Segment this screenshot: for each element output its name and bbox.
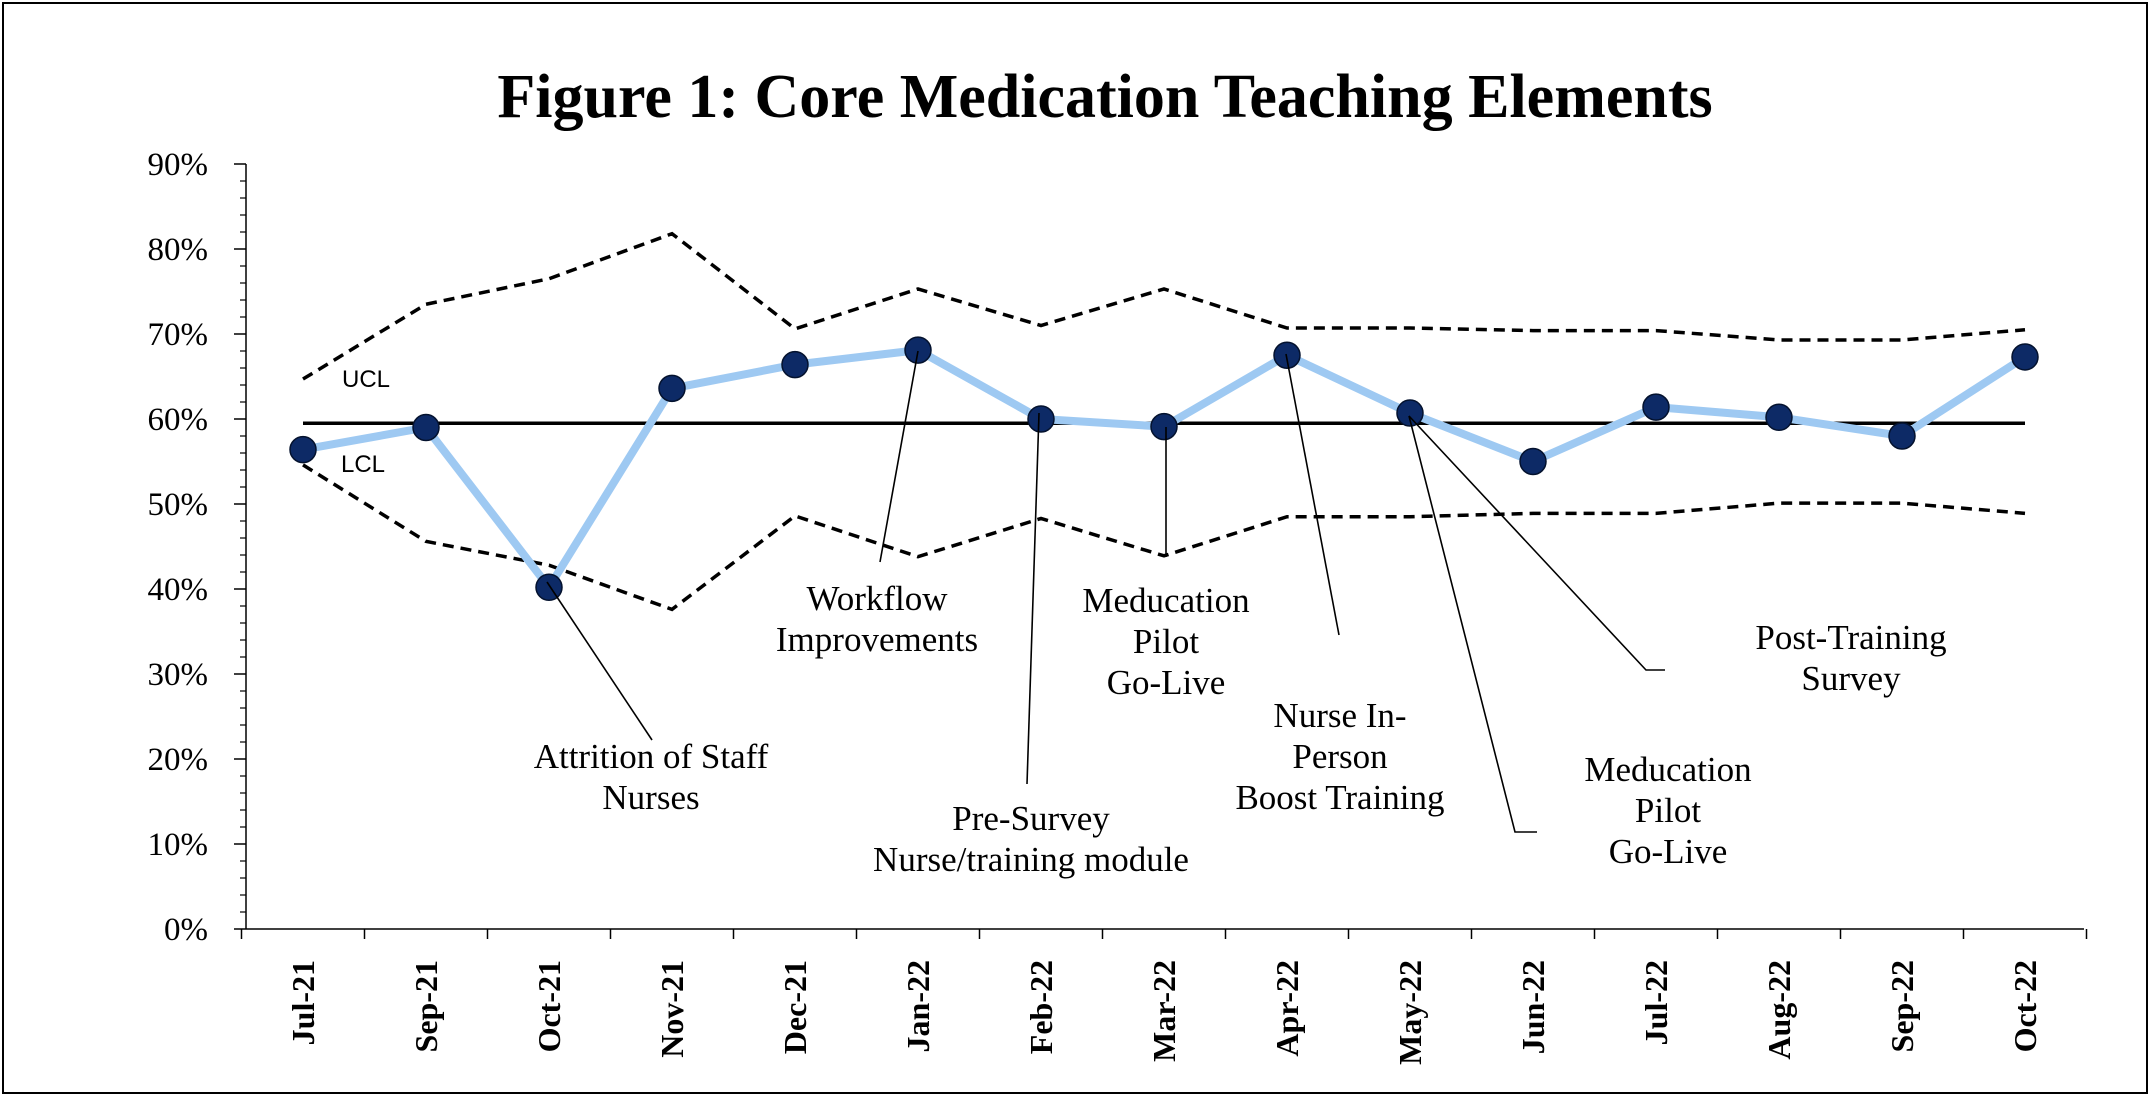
annotation-leader-line: [1408, 415, 1665, 671]
annotation-leader-line: [546, 581, 653, 741]
ucl-label: UCL: [342, 366, 390, 393]
data-point: [412, 413, 440, 442]
control-limit-line: [302, 231, 2026, 381]
y-tick-label: 40%: [148, 572, 209, 608]
annotation-text: Meducation Pilot Go-Live: [1082, 581, 1249, 702]
annotation-line: Nurses: [602, 778, 699, 817]
annotation-leader-line: [879, 350, 919, 563]
data-point: [781, 350, 809, 379]
y-tick-label: 0%: [164, 912, 208, 948]
y-tick-label: 60%: [148, 402, 209, 438]
y-tick-label: 90%: [148, 147, 209, 183]
y-tick-label: 50%: [148, 487, 209, 523]
annotation-line: Go-Live: [1107, 663, 1226, 702]
x-tick-label: Mar-22: [1146, 960, 1182, 1062]
series-main: [289, 336, 2039, 602]
annotation-line: Person: [1292, 737, 1387, 776]
data-point: [1765, 403, 1793, 432]
x-tick-label: Oct-22: [2007, 960, 2043, 1052]
y-tick-label: 10%: [148, 827, 209, 863]
y-tick-label: 80%: [148, 232, 209, 268]
annotation-line: Boost Training: [1235, 778, 1444, 817]
data-point: [2011, 343, 2039, 371]
annotation-text: Pre-Survey Nurse/training module: [873, 799, 1189, 879]
data-point: [904, 336, 932, 364]
annotation-line: Pilot: [1133, 622, 1199, 661]
data-point: [658, 374, 686, 403]
y-tick-label: 20%: [148, 742, 209, 778]
data-point: [1642, 393, 1670, 421]
annotation-line: Meducation: [1082, 581, 1249, 620]
annotation-line: Nurse In-: [1273, 696, 1406, 735]
annotation-text: Attrition of Staff Nurses: [534, 737, 769, 817]
annotation-leader-line: [1408, 415, 1537, 833]
annotation-line: Survey: [1801, 659, 1901, 698]
x-tick-label: May-22: [1392, 960, 1428, 1065]
annotation-line: Pre-Survey: [952, 799, 1110, 838]
annotation-line: Nurse/training module: [873, 840, 1189, 879]
data-point: [1396, 399, 1424, 427]
control-limit-line: [302, 463, 2026, 612]
x-tick-label: Dec-21: [777, 960, 813, 1054]
annotation-line: Meducation: [1584, 750, 1751, 789]
data-point: [1888, 422, 1916, 450]
x-tick-label: Jan-22: [900, 960, 936, 1052]
data-point: [289, 435, 317, 464]
x-tick-label: Oct-21: [531, 960, 567, 1052]
x-tick-label: Sep-22: [1884, 960, 1920, 1052]
series-line: [302, 346, 2028, 592]
y-tick-label: 30%: [148, 657, 209, 693]
annotation-text: Workflow Improvements: [776, 579, 978, 659]
annotation-text: Post-Training Survey: [1755, 618, 1946, 698]
annotation-line: Pilot: [1635, 791, 1701, 830]
annotation-leader-line: [1026, 412, 1040, 785]
lcl-label: LCL: [341, 451, 385, 478]
annotation-text: Nurse In-Person Boost Training: [1235, 696, 1444, 817]
x-tick-label: Apr-22: [1269, 960, 1305, 1057]
annotation-line: Workflow: [806, 579, 948, 618]
annotation-line: Improvements: [776, 620, 978, 659]
data-point: [535, 573, 563, 602]
x-tick-label: Jul-22: [1638, 960, 1674, 1045]
x-tick-label: Aug-22: [1761, 960, 1797, 1060]
y-tick-label: 70%: [148, 317, 209, 353]
data-point: [1150, 412, 1178, 441]
x-tick-label: Nov-21: [654, 960, 690, 1058]
x-tick-label: Jul-21: [285, 960, 321, 1045]
data-point: [1027, 405, 1055, 433]
annotation-leader-line: [1285, 353, 1340, 636]
chart-title: Figure 1: Core Medication Teaching Eleme…: [497, 63, 1712, 131]
annotation-line: Post-Training: [1755, 618, 1946, 657]
annotation-line: Attrition of Staff: [534, 737, 769, 776]
annotation-text: Meducation Pilot Go-Live: [1584, 750, 1751, 871]
data-point: [1519, 447, 1547, 476]
x-tick-label: Feb-22: [1023, 960, 1059, 1054]
x-tick-label: Sep-21: [408, 960, 444, 1052]
x-tick-label: Jun-22: [1515, 960, 1551, 1054]
annotation-line: Go-Live: [1609, 832, 1728, 871]
axes: 0% 10% 20% 30% 40% 50% 60% 70% 80% 90% Jul-21 Sep-2…: [148, 147, 2088, 1065]
